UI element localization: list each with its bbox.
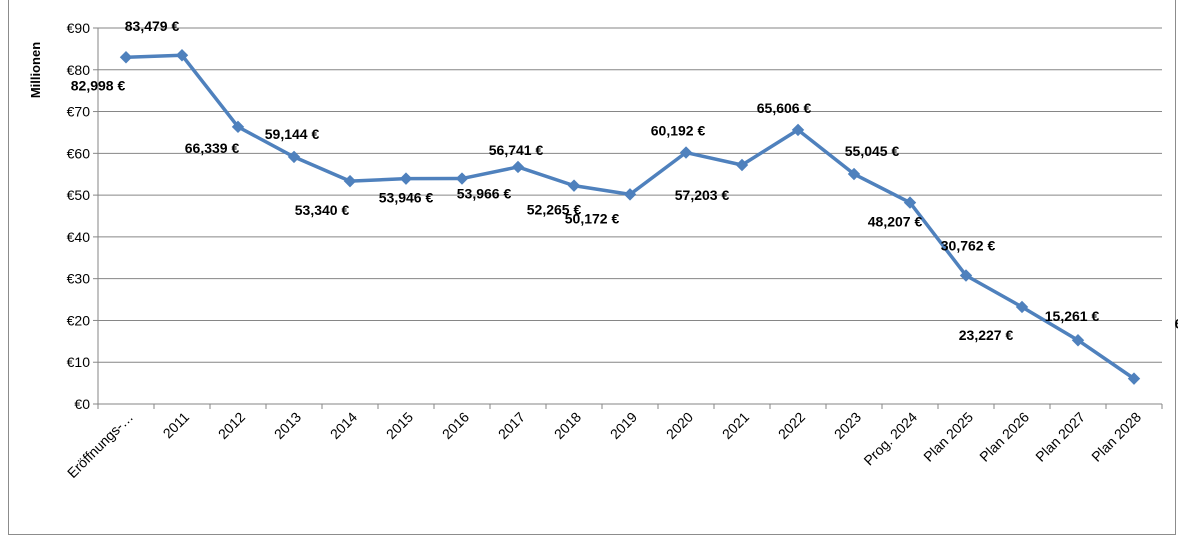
gridlines	[93, 27, 1162, 405]
data-points	[119, 49, 1141, 385]
data-label: 53,946 €	[379, 190, 434, 206]
x-tick-label: 2017	[495, 409, 528, 442]
data-point	[903, 196, 917, 209]
y-axis-title: Millionen	[28, 42, 43, 98]
data-label: 56,741 €	[489, 142, 544, 158]
x-tick-label: Plan 2028	[1088, 409, 1144, 465]
data-point	[735, 158, 749, 172]
x-tick-label: Prog. 2024	[860, 409, 920, 469]
data-label: 82,998 €	[71, 77, 126, 93]
y-tick-label: €90	[67, 20, 91, 36]
data-label: 65,606 €	[757, 100, 812, 116]
axes	[97, 28, 1163, 409]
data-point	[959, 269, 973, 282]
data-point	[567, 179, 581, 192]
data-label: 53,966 €	[457, 186, 512, 202]
y-tick-labels: €0 €10 €20 €30 €40 €50 €60 €70 €80 €90	[67, 20, 91, 412]
y-tick-label: €20	[67, 312, 91, 328]
x-tick-label: Plan 2026	[976, 409, 1032, 465]
data-point	[231, 120, 245, 134]
data-point	[623, 188, 637, 201]
data-label: 30,762 €	[941, 237, 996, 253]
x-tick-label: 2015	[383, 409, 416, 442]
data-label: 15,261 €	[1045, 308, 1100, 324]
x-tick-label: 2011	[160, 409, 193, 442]
y-tick-label: €30	[67, 271, 91, 287]
x-tick-label: 2013	[271, 409, 304, 442]
data-point	[847, 167, 861, 181]
x-tick-label: 2020	[663, 409, 696, 442]
data-label: 66,339 €	[185, 140, 240, 156]
x-tick-label: 2012	[215, 409, 248, 442]
x-tick-label: 2019	[607, 409, 640, 442]
data-point	[399, 172, 413, 185]
data-point	[1015, 300, 1029, 314]
y-tick-label: €70	[67, 104, 91, 120]
x-tick-label: 2022	[775, 409, 808, 442]
data-labels: 82,998 € 83,479 € 66,339 € 59,144 € 53,340 €…	[71, 18, 1178, 343]
x-tick-label: 2016	[439, 409, 472, 442]
data-point	[511, 160, 525, 174]
data-point	[679, 146, 693, 159]
data-label: 57,203 €	[675, 187, 730, 203]
x-tick-label: 2014	[327, 409, 360, 442]
y-tick-label: €60	[67, 145, 91, 161]
data-point	[343, 174, 357, 188]
y-tick-label: €10	[67, 354, 91, 370]
y-tick-label: €0	[74, 396, 90, 412]
x-tick-label: Plan 2027	[1032, 409, 1088, 465]
x-tick-label: 2018	[551, 409, 584, 442]
data-point	[119, 51, 133, 64]
x-tick-label: 2021	[719, 409, 752, 442]
data-point	[175, 49, 189, 62]
data-label: 60,192 €	[651, 123, 706, 139]
x-tick-label: Plan 2025	[920, 409, 976, 465]
data-point	[287, 150, 301, 164]
data-point	[1127, 372, 1141, 385]
y-tick-label: €50	[67, 187, 91, 203]
chart-frame	[8, 0, 1176, 535]
data-point	[1071, 334, 1085, 347]
data-label: 55,045 €	[845, 143, 900, 159]
x-tick-labels: Eröffnungs-… 2011 2012 2013 2014 2015 2016 2017…	[64, 409, 1144, 481]
data-label: 50,172 €	[565, 210, 620, 226]
data-label: 53,340 €	[295, 202, 350, 218]
data-point	[791, 123, 805, 137]
data-label: 48,207 €	[868, 214, 923, 230]
data-point	[455, 172, 469, 185]
y-tick-label: €40	[67, 229, 91, 245]
x-tick-label: Eröffnungs-…	[64, 409, 136, 481]
data-label: 59,144 €	[265, 126, 320, 142]
x-tick-label: 2023	[831, 409, 864, 442]
data-label: 6,074 €	[1175, 316, 1178, 332]
data-label: 83,479 €	[125, 18, 180, 34]
y-tick-label: €80	[67, 62, 91, 78]
data-label: 52,265 €	[527, 202, 582, 218]
data-label: 23,227 €	[959, 327, 1014, 343]
